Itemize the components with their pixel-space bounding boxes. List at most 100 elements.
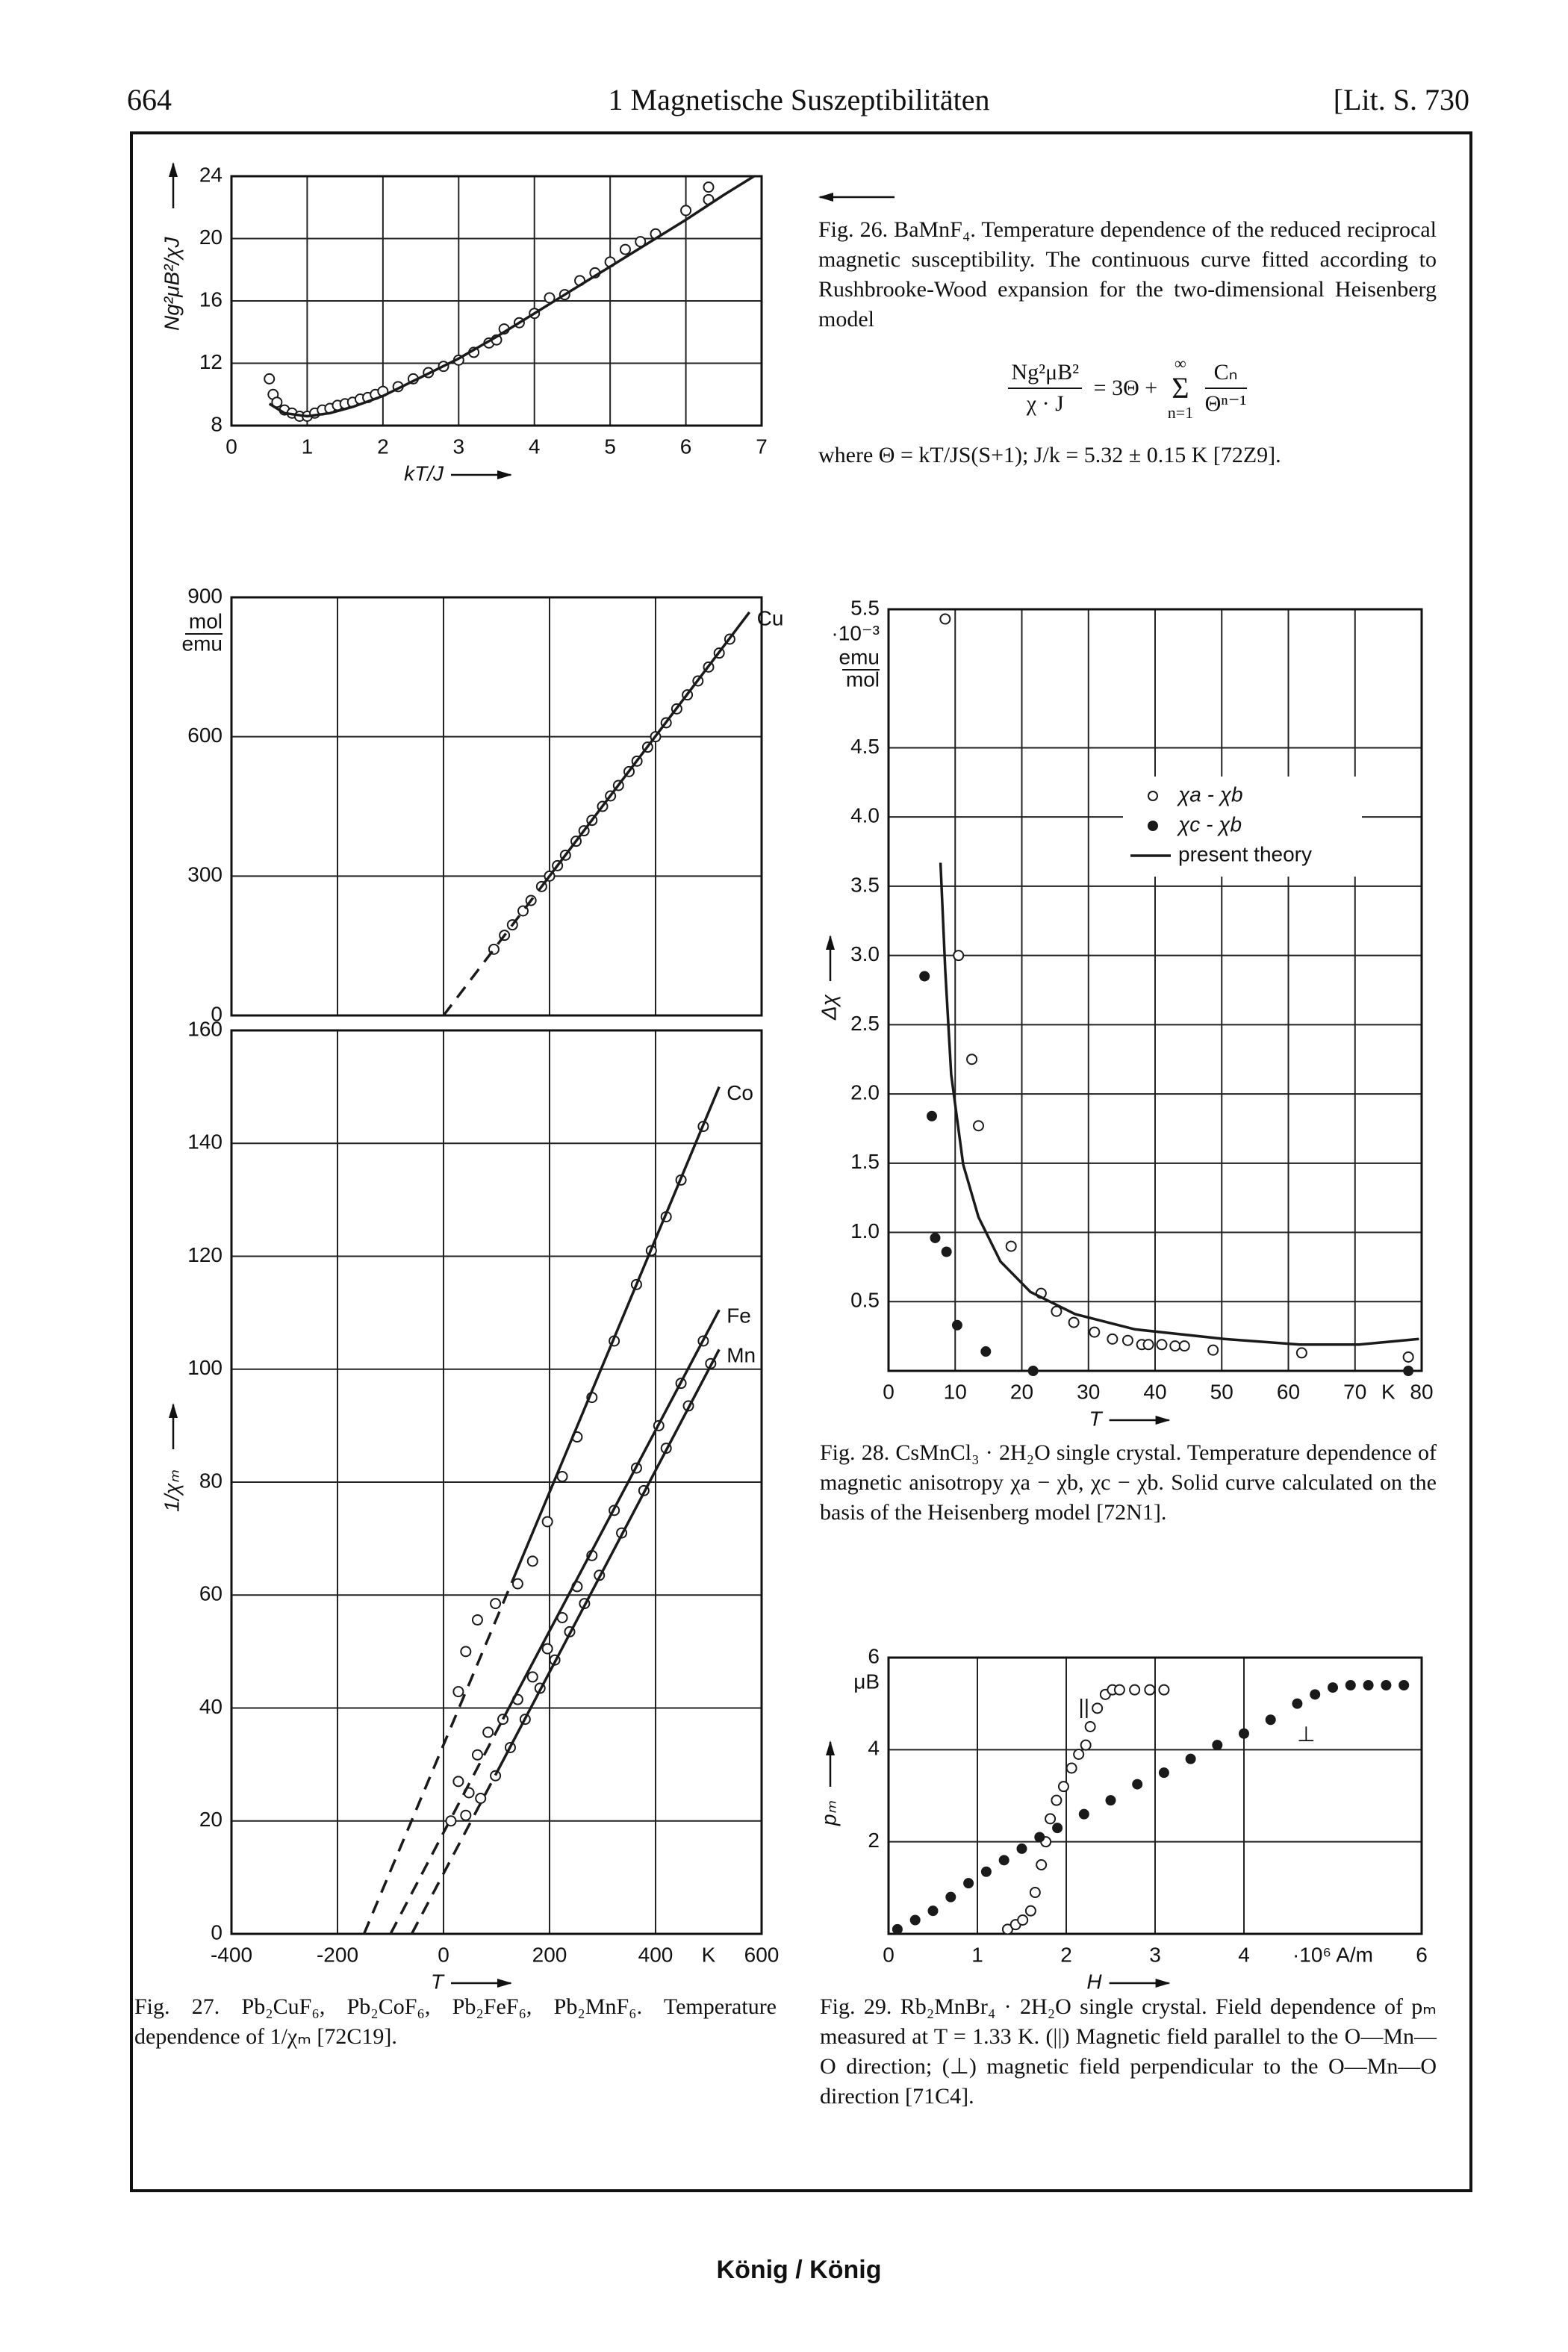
legend-swatch [1148,821,1158,831]
data-point [619,243,631,255]
data-point [1185,1753,1196,1764]
x-tick-label: 70 [1343,1380,1366,1403]
y-tick-label: 4.0 [850,804,880,827]
data-point [1178,1340,1190,1352]
data-point [1212,1740,1223,1751]
y-tick-label: 3.0 [850,942,880,965]
y-tick-label: 0 [211,1920,223,1944]
data-point [1156,1339,1168,1351]
y-tick-label: 20 [199,1808,223,1831]
legend-label: present theory [1178,842,1312,865]
sum-bottom: n=1 [1167,403,1194,422]
data-point [1107,1333,1119,1345]
data-point [1068,1316,1080,1328]
series-label: Co [727,1081,753,1104]
fraction: Cₙ Θⁿ⁻¹ [1204,358,1247,419]
y-tick-label: 1.0 [850,1219,880,1242]
series-line [389,1718,505,1935]
data-point [1265,1714,1276,1726]
x-tick-label: 6 [680,435,692,458]
y-tick-label: 12 [199,350,223,373]
y-unit-numerator: mol [189,609,223,632]
data-point [1036,1859,1048,1870]
x-tick-label: 4 [529,435,541,458]
y-tick-label: 5.5 [850,596,880,619]
data-point [471,1749,483,1761]
data-point [1027,1366,1039,1376]
data-point [541,1516,553,1528]
x-tick-label: 0 [225,435,237,458]
y-tick-label: 0.5 [850,1289,880,1312]
y-tick-label: 60 [199,1582,223,1605]
series-label: Fe [727,1304,751,1328]
data-point [1239,1728,1249,1739]
x-tick-label: 2 [377,435,389,458]
y-tick-label: 160 [187,1017,223,1040]
y-tick-label: 0 [211,1002,223,1025]
page-border [130,131,1472,2192]
data-point [1345,1680,1356,1690]
x-tick-label: 1 [971,1943,983,1966]
x-axis-label: T [1089,1407,1103,1430]
y-tick-label: 300 [187,863,223,886]
data-point [1399,1680,1410,1690]
y-tick-label: 20 [199,225,223,249]
plot-frame [230,175,763,427]
data-point [445,1815,457,1827]
denominator: Θⁿ⁻¹ [1204,391,1247,416]
caption: Fig. 26. BaMnF₄. Temperature dependence … [818,217,1437,332]
data-point [1295,1347,1307,1359]
x-tick-label: 7 [756,435,768,458]
plot-frame [887,608,1423,1372]
data-point [471,1614,483,1626]
data-point [927,1905,939,1917]
data-point [1121,1334,1133,1346]
series-line [495,1348,721,1774]
x-tick-label: 600 [744,1943,780,1966]
denominator: χ · J [1026,391,1064,416]
x-tick-label: 10 [944,1380,967,1403]
x-tick-label: 0 [883,1943,895,1966]
data-point [951,1319,962,1331]
running-title: 1 Magnetische Suszeptibilitäten [609,83,990,116]
data-point [1057,1781,1069,1793]
y-tick-label: 16 [199,287,223,311]
data-point [892,1923,903,1935]
data-point [490,1770,502,1782]
x-tick-label: 6 [1416,1943,1428,1966]
y-tick-label: 6 [868,1644,880,1667]
data-point [1051,1305,1063,1317]
data-point [909,1914,921,1926]
numerator: Cₙ [1204,358,1247,389]
data-point [919,971,930,982]
legend-swatch [1148,791,1158,801]
data-point [452,1686,464,1698]
y-unit: μB [853,1670,880,1693]
data-point [1073,1749,1085,1760]
y-tick-label: 2.5 [850,1012,880,1035]
data-point [680,205,692,217]
data-point [1158,1684,1170,1696]
data-point [511,1578,523,1590]
x-tick-label: 3 [1149,1943,1161,1966]
caption: where Θ = kT/JS(S+1); J/k = 5.32 ± 0.15 … [818,443,1281,467]
data-point [930,1232,941,1243]
data-point [452,1776,464,1788]
data-point [1132,1779,1143,1790]
data-point [1310,1689,1321,1700]
x-tick-label: 3 [452,435,464,458]
data-point [1363,1680,1374,1690]
x-tick-label: 1 [302,435,314,458]
data-point [460,1809,472,1821]
legend-label: χa - χb [1176,783,1243,806]
data-point [1381,1680,1392,1690]
x-tick-label: 30 [1077,1380,1100,1403]
numerator: Ng²μB² [1008,358,1083,389]
data-point [945,1891,956,1903]
fraction: Ng²μB² χ · J [1008,358,1083,419]
data-point [541,1643,553,1655]
chart: 0 10 20 30 40 50 60 70 80 0.5 1.0 1.5 2.0 2.5 3.0 3.5 4.… [817,596,1433,1430]
